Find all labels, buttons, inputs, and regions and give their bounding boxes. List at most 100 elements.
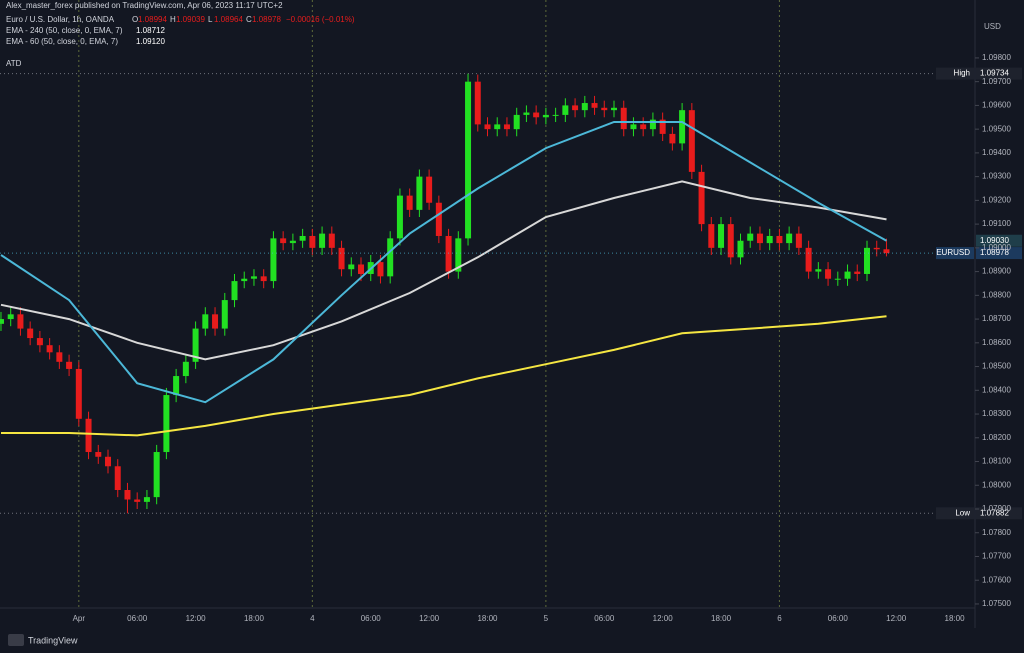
- candle-body: [854, 271, 861, 274]
- x-tick-label: 06:00: [361, 614, 382, 623]
- candle-body: [56, 352, 63, 362]
- logo: [8, 634, 24, 646]
- candle-body: [795, 233, 802, 248]
- candle-body: [445, 235, 452, 272]
- candle-body: [669, 133, 676, 144]
- candle-body: [435, 202, 442, 236]
- x-tick-label: 6: [777, 614, 782, 623]
- candle-body: [533, 112, 540, 118]
- y-tick-label: 1.08100: [982, 457, 1011, 466]
- candle-body: [484, 124, 491, 130]
- y-tick-label: 1.08300: [982, 409, 1011, 418]
- candle-body: [834, 278, 841, 280]
- tag-label-bg: [936, 507, 974, 520]
- candle-body: [182, 361, 189, 377]
- candle-body: [503, 124, 510, 130]
- candle-body: [708, 224, 715, 248]
- candle-body: [766, 235, 773, 244]
- ema-legend: EMA - 240 (50, close, 0, EMA, 7): [6, 26, 123, 35]
- x-tick-label: 06:00: [127, 614, 148, 623]
- tag-value-bg: [976, 247, 1022, 260]
- candle-body: [688, 110, 695, 172]
- candle-body: [474, 81, 481, 125]
- ohlc-label: C: [246, 15, 252, 24]
- x-tick-label: 18:00: [477, 614, 498, 623]
- candle-body: [610, 107, 617, 111]
- candle-body: [163, 395, 170, 453]
- candle-body: [153, 452, 160, 498]
- y-tick-label: 1.09300: [982, 172, 1011, 181]
- y-tick-label: 1.09100: [982, 219, 1011, 228]
- candle-body: [572, 105, 579, 111]
- candle-body: [192, 328, 199, 362]
- overlay: High 1.09734 Low 1.07882 1.09030 EURUSD 1.0897…: [0, 67, 1022, 520]
- y-tick-label: 1.07700: [982, 552, 1011, 561]
- candle-body: [513, 114, 520, 130]
- ohlc-label: L: [208, 15, 213, 24]
- y-tick-label: 1.07500: [982, 599, 1011, 608]
- y-tick-label: 1.09500: [982, 124, 1011, 133]
- candle-body: [289, 240, 296, 244]
- indicator: ATD: [6, 59, 22, 68]
- y-tick-label: 1.09000: [982, 243, 1011, 252]
- ohlc-value: 1.08978: [252, 15, 281, 24]
- candle-body: [805, 247, 812, 272]
- tag-value-bg: [976, 507, 1022, 520]
- ohlc-value: 1.08994: [138, 15, 167, 24]
- candle-body: [659, 119, 666, 134]
- candle-body: [776, 235, 783, 244]
- ema-line: [1, 315, 887, 437]
- candle-body: [873, 247, 880, 250]
- candle-body: [883, 249, 890, 254]
- tag-label-bg: [936, 67, 974, 80]
- candle-body: [591, 103, 598, 108]
- candle-body: [737, 240, 744, 258]
- y-tick-label: 1.08400: [982, 385, 1011, 394]
- candle-body: [863, 247, 870, 274]
- candle-body: [319, 233, 326, 248]
- candle-body: [756, 233, 763, 244]
- x-tick-label: 12:00: [653, 614, 674, 623]
- candle-body: [747, 233, 754, 241]
- y-tick-label: 1.08500: [982, 362, 1011, 371]
- tag-label: Low: [955, 508, 970, 517]
- candle-body: [0, 319, 4, 324]
- candle-body: [679, 110, 686, 144]
- candle-body: [114, 466, 121, 491]
- x-tick-label: 5: [544, 614, 549, 623]
- candle-body: [581, 103, 588, 111]
- candle-body: [630, 124, 637, 130]
- candle-body: [552, 114, 559, 116]
- candle-body: [85, 418, 92, 453]
- candle-body: [358, 264, 365, 274]
- tag-label: High: [954, 69, 970, 78]
- y-tick-label: 1.08000: [982, 480, 1011, 489]
- candle-body: [786, 233, 793, 244]
- candle-body: [465, 81, 472, 239]
- candle-body: [17, 314, 24, 329]
- candle-body: [698, 171, 705, 225]
- symbol-title: Euro / U.S. Dollar, 1h, OANDA: [6, 15, 115, 24]
- candle-body: [825, 269, 832, 279]
- y-tick-label: 1.08900: [982, 267, 1011, 276]
- candle-body: [396, 195, 403, 239]
- x-tick-label: 18:00: [711, 614, 732, 623]
- candle-body: [124, 490, 131, 500]
- candle-body: [27, 328, 34, 339]
- candle-body: [844, 271, 851, 279]
- candle-body: [601, 107, 608, 111]
- ohlc-label: O: [132, 15, 138, 24]
- footer-brand: TradingView: [28, 635, 78, 645]
- ema-tag: 1.09030: [980, 236, 1009, 245]
- candle-body: [523, 112, 530, 115]
- ohlc-value: 1.08964: [214, 15, 243, 24]
- candle-body: [494, 124, 501, 130]
- publisher: Alex_master_forex published on TradingVi…: [6, 1, 283, 10]
- candle-body: [212, 314, 219, 329]
- candle-body: [260, 276, 267, 282]
- candle-body: [387, 238, 394, 277]
- candle-body: [75, 368, 82, 419]
- candle-body: [134, 499, 141, 502]
- y-tick-label: 1.07600: [982, 575, 1011, 584]
